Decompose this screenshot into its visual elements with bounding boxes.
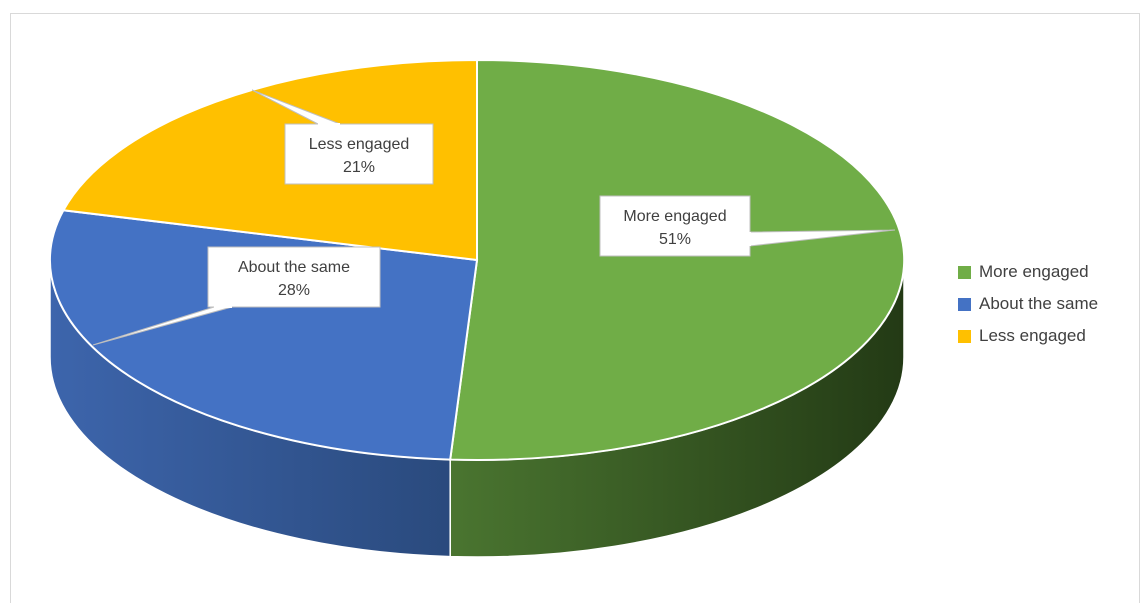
data-label-category-about-the-same: About the same xyxy=(238,259,350,276)
legend-label-less-engaged: Less engaged xyxy=(979,326,1086,345)
pie-slice-more-engaged xyxy=(449,58,906,461)
legend-label-more-engaged: More engaged xyxy=(979,262,1089,281)
data-label-category-more-engaged: More engaged xyxy=(623,208,726,225)
callout-box-more-engaged xyxy=(599,195,751,257)
pie-tops xyxy=(49,58,906,461)
legend-swatch-more-engaged xyxy=(958,265,971,279)
callout-box-less-engaged xyxy=(284,123,434,185)
pie-callouts: More engaged 51% About the same 28% Less eng… xyxy=(92,89,896,346)
legend-swatch-less-engaged xyxy=(958,329,971,343)
callout-less-engaged: Less engaged 21% xyxy=(251,89,434,185)
legend: More engaged About the same Less engaged xyxy=(958,256,1098,352)
callout-more-engaged: More engaged 51% xyxy=(599,195,896,257)
legend-item-less-engaged: Less engaged xyxy=(958,320,1098,352)
legend-item-about-the-same: About the same xyxy=(958,288,1098,320)
legend-label-about-the-same: About the same xyxy=(979,294,1099,313)
legend-item-more-engaged: More engaged xyxy=(958,256,1098,288)
data-label-percent-about-the-same: 28% xyxy=(278,282,310,299)
data-label-percent-more-engaged: 51% xyxy=(659,231,691,248)
data-label-category-less-engaged: Less engaged xyxy=(309,136,410,153)
pie-slice-less-engaged xyxy=(61,58,478,262)
legend-swatch-about-the-same xyxy=(958,297,971,311)
callout-about-the-same: About the same 28% xyxy=(92,246,381,346)
data-label-percent-less-engaged: 21% xyxy=(343,159,375,176)
callout-box-about-the-same xyxy=(207,246,381,308)
